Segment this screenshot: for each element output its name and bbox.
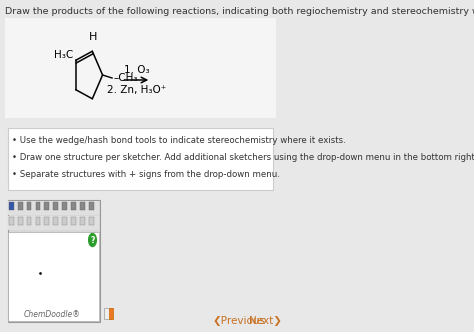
Bar [8, 200, 100, 322]
Bar [54, 202, 58, 210]
Text: ❮Previous: ❮Previous [212, 316, 265, 326]
Bar [18, 217, 23, 225]
Circle shape [89, 233, 96, 246]
Bar [27, 202, 31, 210]
Text: • Separate structures with + signs from the drop-down menu.: • Separate structures with + signs from … [12, 170, 280, 179]
Bar [27, 217, 31, 225]
Bar [45, 202, 49, 210]
Text: ?: ? [91, 235, 95, 244]
Text: 1. O₃: 1. O₃ [124, 65, 149, 75]
Text: –CH₃: –CH₃ [113, 73, 138, 83]
Bar [62, 217, 67, 225]
Bar [80, 217, 85, 225]
Bar [109, 308, 113, 319]
Text: 2. Zn, H₃O⁺: 2. Zn, H₃O⁺ [107, 85, 166, 95]
Bar [18, 202, 23, 210]
Bar [71, 217, 76, 225]
Text: Draw the products of the following reactions, indicating both regiochemistry and: Draw the products of the following react… [5, 7, 474, 16]
Bar [36, 217, 40, 225]
Bar [36, 202, 40, 210]
Bar [8, 128, 273, 190]
Text: H: H [89, 32, 97, 42]
Bar [9, 217, 14, 225]
Bar [71, 202, 76, 210]
Text: ChemDoodle®: ChemDoodle® [24, 310, 81, 319]
Bar [45, 217, 49, 225]
Bar [80, 202, 85, 210]
Bar [9, 232, 99, 321]
Bar [89, 202, 94, 210]
Bar [104, 308, 112, 319]
Text: • Use the wedge/hash bond tools to indicate stereochemistry where it exists.: • Use the wedge/hash bond tools to indic… [12, 136, 346, 145]
Bar [89, 217, 94, 225]
Bar [9, 202, 14, 210]
Bar [9, 216, 99, 230]
Bar [5, 18, 276, 118]
Bar [62, 202, 67, 210]
Text: Next❯: Next❯ [249, 316, 282, 326]
Bar [54, 217, 58, 225]
Text: • Draw one structure per sketcher. Add additional sketchers using the drop-down : • Draw one structure per sketcher. Add a… [12, 153, 474, 162]
Text: H₃C: H₃C [54, 50, 73, 60]
Bar [9, 201, 99, 215]
